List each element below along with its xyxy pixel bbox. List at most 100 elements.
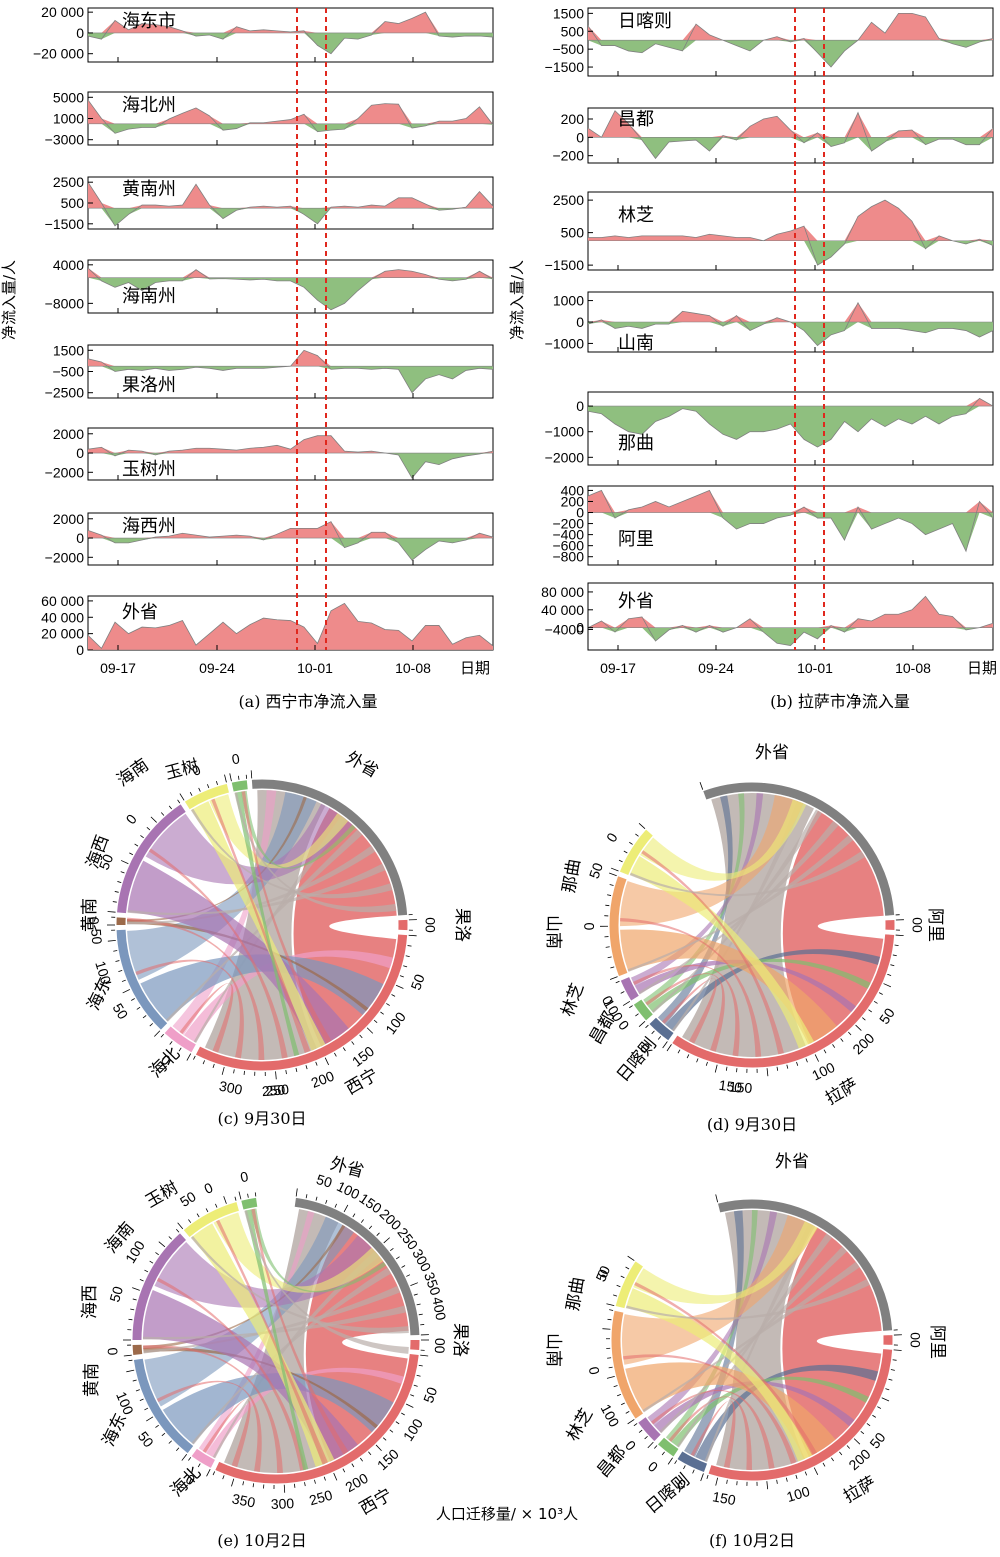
chord-tick-label: 100 [382, 1009, 409, 1037]
chord-group-label: 山南 [543, 1333, 563, 1367]
chord-tick-mark [142, 1015, 147, 1019]
y-tick-label: −1500 [45, 216, 85, 232]
chord-tick-mark [805, 1058, 808, 1063]
chord-group-label: 阿里 [925, 908, 945, 942]
chord-tick-mark [401, 1412, 405, 1416]
chord-ribbon [704, 1223, 816, 1463]
panel-right-0: 1500 500 −500 −1500 日喀则 [545, 5, 994, 77]
chord-tick-mark [150, 816, 157, 823]
chord-tick-mark [406, 1274, 411, 1277]
chord-tick-mark [343, 1204, 349, 1213]
chord-tick-label: 150 [349, 1043, 377, 1070]
chord-tick-mark [677, 1049, 681, 1054]
panel-right-2: 2500 500 −1500 林芝 [545, 191, 994, 273]
chord-tick-mark [144, 1407, 149, 1411]
chord-tick-mark [620, 991, 625, 994]
chord-tick-mark [215, 1203, 218, 1208]
chord-tick-mark [275, 1071, 277, 1080]
chord-tick-mark [359, 1034, 363, 1039]
chord-ribbon [172, 790, 277, 1035]
chord-tick-label: 100 [598, 1401, 623, 1429]
chord-tick-mark [405, 955, 410, 957]
chord-tick-mark [606, 1375, 615, 1379]
chord-group-arc [611, 1310, 644, 1419]
chord-group-label: 玉树 [142, 1178, 181, 1212]
chord-tick-mark [607, 956, 612, 959]
chord-tick-mark [333, 1472, 338, 1481]
chord-tick-mark [181, 1454, 188, 1461]
chord-group-arc [615, 1261, 644, 1309]
negative-area [588, 512, 993, 552]
series-line [588, 110, 993, 160]
panel-frame [587, 391, 994, 466]
chord-tick-mark [169, 1041, 173, 1045]
chord-tick-mark [144, 1269, 149, 1273]
chord-ribbon [633, 1221, 818, 1305]
y-tick-label: −1500 [545, 257, 585, 273]
chord-ribbon [209, 794, 349, 869]
chord-group-arc [116, 929, 168, 1030]
region-label: 海西州 [122, 516, 176, 537]
chord-tick-mark [126, 1369, 135, 1373]
chord-ribbon [127, 863, 386, 915]
chord-tick-mark [202, 1060, 206, 1065]
chord-tick-mark [234, 1196, 237, 1201]
chord-group-arc [657, 1437, 679, 1457]
panel-left-3: 4000 −8000 海南州 [45, 257, 494, 314]
y-tick-label: 0 [576, 620, 584, 636]
chord-tick-mark [155, 1252, 159, 1256]
chord-group-label: 日喀则 [642, 1470, 694, 1518]
chord-tick-mark [766, 1481, 769, 1490]
series-line [588, 397, 993, 448]
panel-e-caption: (e) 10月2日 [217, 1531, 307, 1550]
y-tick-label: 2000 [53, 426, 84, 442]
chord-tick-mark [644, 1435, 648, 1440]
negative-area [88, 453, 493, 479]
chord-tick-mark [872, 1414, 877, 1418]
chord-ribbon [621, 1215, 818, 1365]
chord-tick-mark [360, 1219, 364, 1223]
chord-tick-mark [366, 1027, 374, 1034]
chord-group-label: 外省 [775, 1152, 809, 1172]
panel-c-caption: (c) 9月30日 [217, 1109, 306, 1128]
chord-tick-mark [160, 812, 165, 816]
chord-tick-mark [638, 1021, 646, 1028]
chord-tick-mark [627, 1255, 635, 1261]
chord-tick-mark [231, 1478, 235, 1487]
chord-group-label: 外省 [328, 1154, 366, 1182]
chord-tick-label: 0 [104, 1347, 121, 1356]
chord-group-label: 西宁 [342, 1065, 381, 1099]
chord-tick-mark [395, 1421, 400, 1425]
panel-left-2: 2500 500 −1500 黄南州 [45, 174, 494, 232]
chord-tick-label: 0 [239, 1168, 250, 1185]
chord-tick-mark [831, 1457, 834, 1462]
chord-ribbon [653, 1381, 855, 1433]
chord-tick-mark [606, 1303, 615, 1307]
chord-ribbon [191, 1267, 392, 1445]
chord-tick-mark [866, 1423, 871, 1427]
chord-tick-mark [242, 1481, 245, 1486]
chord-tick-mark [647, 1441, 654, 1449]
chord-group-arc [241, 1197, 258, 1210]
region-label: 海东市 [122, 11, 176, 32]
chord-tick-mark [885, 1388, 890, 1391]
chord-tick-mark [892, 954, 897, 957]
y-tick-label: 1000 [553, 293, 584, 309]
chord-tick-mark [401, 1265, 406, 1268]
chord-tick-mark [176, 1229, 180, 1233]
chord-tick-mark [848, 1031, 852, 1036]
chord-tick-mark [399, 975, 404, 978]
chord-group-arc [672, 934, 895, 1068]
chord-tick-mark [198, 787, 201, 792]
chord-tick-mark [888, 1378, 893, 1381]
chord-tick-mark [294, 1483, 296, 1488]
chord-tick-mark [206, 1469, 211, 1477]
chord-ribbon [213, 1212, 383, 1293]
chord-tick-mark [305, 1065, 308, 1070]
chord-tick-mark [878, 992, 883, 995]
chord-tick-mark [609, 872, 617, 877]
y-tick-label: −600 [552, 538, 584, 554]
chord-tick-mark [610, 966, 615, 969]
